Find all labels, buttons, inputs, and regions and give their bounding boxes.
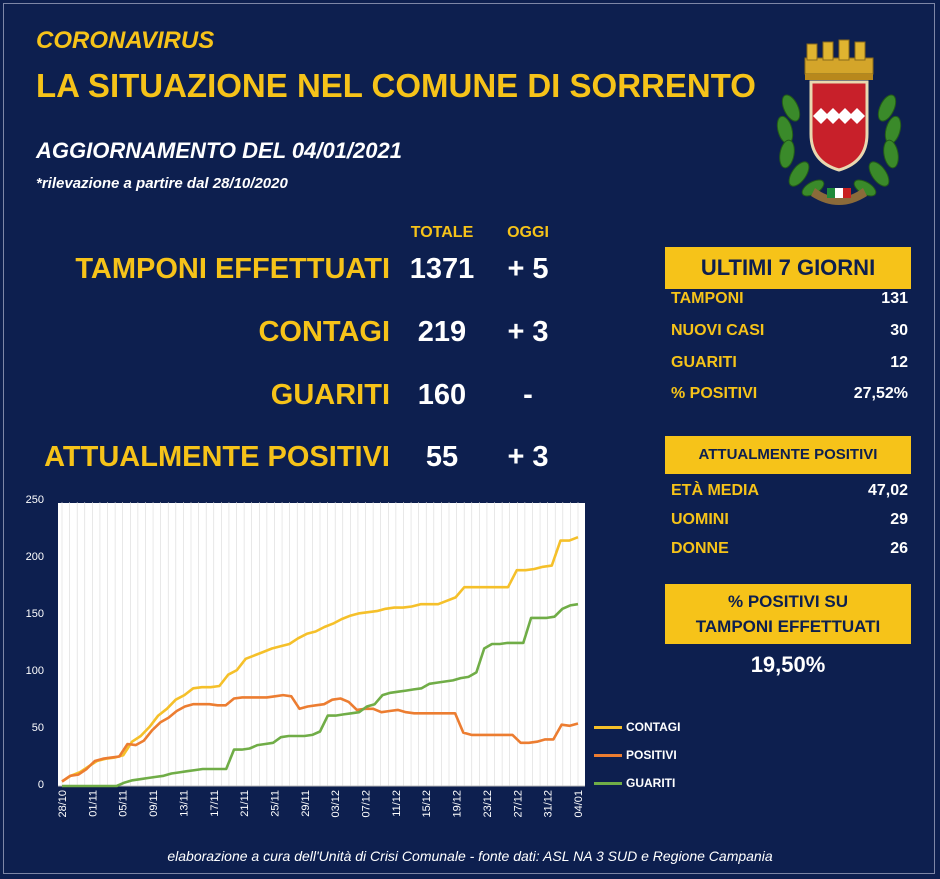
legend-label-contagi: CONTAGI	[626, 720, 681, 734]
legend-label-positivi: POSITIVI	[626, 748, 677, 762]
last7-label-percent: % POSITIVI	[671, 385, 758, 402]
ratio-value: 19,50%	[750, 652, 826, 677]
stat-label-tamponi: TAMPONI EFFETTUATI	[75, 253, 390, 285]
x-tick-label: 21/11	[239, 790, 251, 817]
header-virus: CORONAVIRUS	[36, 27, 215, 54]
y-tick-200: 200	[25, 551, 44, 563]
x-tick-label: 01/11	[87, 790, 99, 817]
current-value-women: 26	[890, 540, 908, 557]
x-tick-label: 05/11	[118, 790, 130, 817]
current-value-men: 29	[890, 511, 908, 528]
x-tick-label: 17/11	[209, 790, 221, 817]
x-tick-label: 09/11	[148, 790, 160, 817]
last7-value-percent: 27,52%	[853, 385, 908, 402]
current-value-age: 47,02	[867, 482, 908, 499]
stat-today-guariti: -	[523, 379, 533, 411]
x-tick-label: 11/12	[391, 790, 403, 817]
x-tick-label: 23/12	[482, 790, 494, 818]
current-label-age: ETÀ MEDIA	[671, 482, 759, 499]
legend-label-guariti: GUARITI	[626, 776, 676, 790]
ratio-title-line2: TAMPONI EFFETTUATI	[695, 617, 881, 636]
current-label-women: DONNE	[671, 540, 729, 557]
stat-label-positivi: ATTUALMENTE POSITIVI	[44, 441, 390, 473]
ratio-title-line1: % POSITIVI SU	[728, 592, 848, 611]
x-tick-label: 31/12	[543, 790, 555, 818]
stat-total-tamponi: 1371	[409, 253, 475, 285]
page-frame	[3, 3, 935, 874]
x-tick-label: 25/11	[269, 790, 281, 817]
x-tick-label: 28/10	[57, 790, 69, 818]
x-tick-label: 15/12	[421, 790, 433, 818]
update-date: AGGIORNAMENTO DEL 04/01/2021	[36, 138, 402, 163]
last7-title: ULTIMI 7 GIORNI	[665, 247, 911, 289]
stat-total-guariti: 160	[417, 379, 467, 411]
legend-swatch-positivi	[594, 754, 622, 757]
current-label-men: UOMINI	[671, 511, 729, 528]
last7-label-guariti: GUARITI	[671, 354, 737, 371]
stat-label-guariti: GUARITI	[270, 379, 390, 411]
update-note: *rilevazione a partire dal 28/10/2020	[36, 175, 288, 192]
last7-value-casi: 30	[890, 322, 908, 339]
y-tick-0: 0	[37, 779, 44, 791]
y-tick-150: 150	[25, 608, 44, 620]
ratio-title: % POSITIVI SU TAMPONI EFFETTUATI	[665, 584, 911, 644]
column-today-header: OGGI	[507, 224, 549, 241]
series-line-guariti	[62, 602, 579, 788]
last7-value-tamponi: 131	[881, 290, 908, 307]
legend-swatch-guariti	[594, 782, 622, 785]
x-tick-label: 29/11	[300, 790, 312, 817]
x-tick-label: 07/12	[361, 790, 373, 818]
current-title: ATTUALMENTE POSITIVI	[665, 436, 911, 474]
stat-today-tamponi: + 5	[507, 253, 549, 285]
y-tick-50: 50	[31, 722, 44, 734]
last7-label-casi: NUOVI CASI	[671, 322, 765, 339]
x-tick-label: 27/12	[512, 790, 524, 818]
series-line-positivi	[61, 693, 579, 783]
last7-label-tamponi: TAMPONI	[671, 290, 744, 307]
stat-today-contagi: + 3	[507, 316, 549, 348]
y-tick-100: 100	[25, 665, 44, 677]
y-tick-250: 250	[25, 494, 44, 506]
coat-of-arms-logo	[776, 39, 902, 205]
page-title: LA SITUAZIONE NEL COMUNE DI SORRENTO	[36, 67, 756, 104]
footer-credits: elaborazione a cura dell'Unità di Crisi …	[167, 848, 773, 864]
legend-swatch-contagi	[594, 726, 622, 729]
series-line-contagi	[61, 535, 579, 783]
stat-label-contagi: CONTAGI	[258, 316, 390, 348]
x-tick-label: 13/11	[178, 790, 190, 817]
last7-value-guariti: 12	[890, 354, 908, 371]
x-tick-label: 03/12	[330, 790, 342, 818]
stat-today-positivi: + 3	[507, 441, 549, 473]
column-total-header: TOTALE	[410, 224, 474, 241]
x-tick-label: 19/12	[452, 790, 464, 818]
x-tick-label: 04/01	[573, 790, 585, 818]
stat-total-contagi: 219	[417, 316, 467, 348]
stat-total-positivi: 55	[425, 441, 459, 473]
